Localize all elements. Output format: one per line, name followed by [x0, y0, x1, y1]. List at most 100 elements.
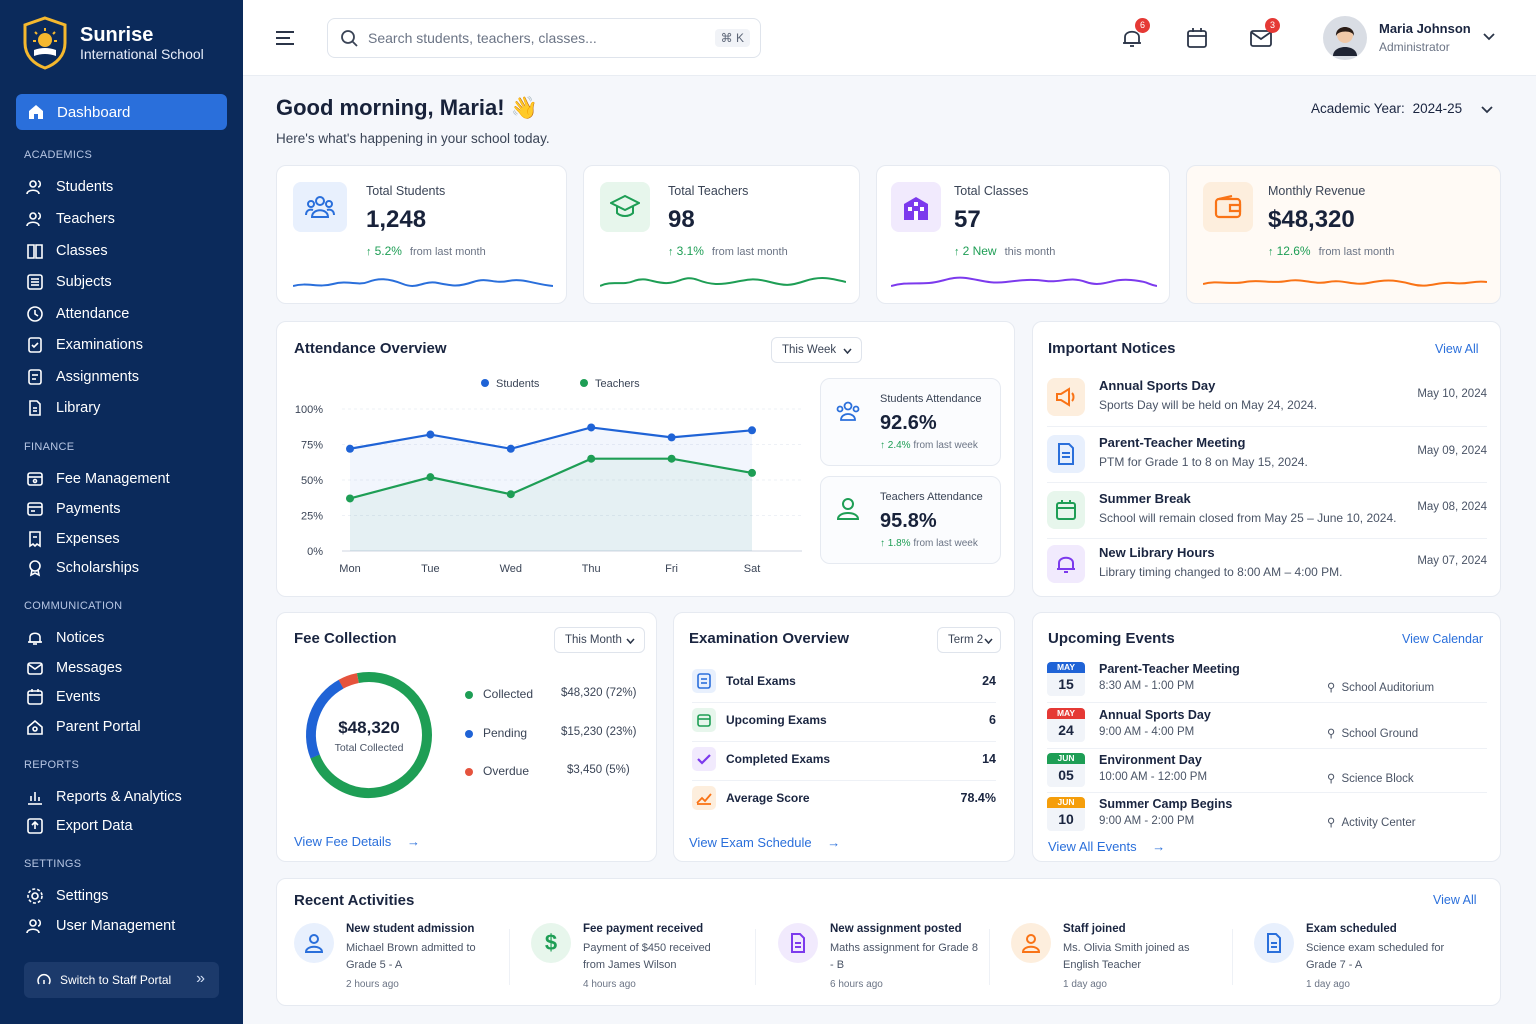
brand: Sunrise International School [22, 16, 204, 70]
notice-item[interactable]: New Library Hours Library timing changed… [1047, 545, 1487, 589]
nav-notices[interactable]: Notices [26, 627, 104, 649]
fee-period-select[interactable]: This Month [554, 627, 645, 653]
nav-events[interactable]: Events [26, 686, 100, 708]
event-title: Summer Camp Begins [1099, 797, 1233, 811]
important-notices-card: Important Notices View All Annual Sports… [1032, 321, 1501, 597]
chevron-down-icon [1483, 33, 1495, 41]
nav-reports-analytics[interactable]: Reports & Analytics [26, 786, 182, 808]
event-item[interactable]: JUN 05 Environment Day 10:00 AM - 12:00 P… [1047, 753, 1487, 789]
notice-item[interactable]: Annual Sports Day Sports Day will be hel… [1047, 378, 1487, 422]
stat-card-classes[interactable]: Total Classes 57 ↑ 2 New this month [876, 165, 1170, 304]
nav-scholarships[interactable]: Scholarships [26, 557, 139, 579]
switch-portal-button[interactable]: Switch to Staff Portal » [24, 962, 219, 998]
attendance-period-select[interactable]: This Week [771, 337, 862, 363]
x-tick-label: Sat [744, 563, 761, 575]
notice-title: New Library Hours [1099, 545, 1215, 560]
nav-assignments[interactable]: Assignments [26, 366, 139, 388]
activities-view-all-link[interactable]: View All [1433, 893, 1477, 907]
activity-time: 1 day ago [1063, 979, 1107, 990]
mail-icon [1250, 30, 1272, 47]
data-point [506, 444, 515, 453]
exam-list-icon [692, 669, 716, 693]
exam-row[interactable]: Average Score 78.4% [692, 783, 996, 813]
event-item[interactable]: MAY 15 Parent-Teacher Meeting 8:30 AM - 1… [1047, 662, 1487, 698]
stat-card-students[interactable]: Total Students 1,248 ↑ 5.2% from last mon… [276, 165, 567, 304]
view-exam-schedule-link[interactable]: View Exam Schedule → [689, 835, 840, 850]
event-item[interactable]: JUN 10 Summer Camp Begins 9:00 AM - 2:00 … [1047, 797, 1487, 833]
event-title: Parent-Teacher Meeting [1099, 662, 1240, 676]
nav-label: Attendance [56, 306, 130, 322]
notice-title: Annual Sports Day [1099, 378, 1216, 393]
event-date-badge: MAY 24 [1047, 708, 1085, 742]
users-icon [836, 401, 860, 421]
nav-messages[interactable]: Messages [26, 657, 122, 679]
event-time: 8:30 AM - 1:00 PM [1099, 680, 1195, 692]
nav-fee-management[interactable]: Fee Management [26, 468, 170, 490]
x-tick-label: Wed [500, 563, 522, 575]
fee-title: Fee Collection [294, 630, 397, 647]
location-pin-icon: ⚲ [1327, 773, 1336, 785]
exam-row[interactable]: Total Exams 24 [692, 666, 996, 696]
nav-library[interactable]: Library [26, 397, 100, 419]
nav-classes[interactable]: Classes [26, 240, 108, 262]
nav-examinations[interactable]: Examinations [26, 334, 143, 356]
legend-dot [465, 768, 473, 776]
fee-collection-card: Fee Collection This Month $48,320 Total … [276, 612, 657, 862]
data-point [426, 430, 435, 439]
event-item[interactable]: MAY 24 Annual Sports Day 9:00 AM - 4:00 P… [1047, 708, 1487, 744]
card-icon [27, 502, 43, 516]
user-icon [837, 498, 859, 520]
event-time: 9:00 AM - 4:00 PM [1099, 726, 1195, 738]
menu-icon[interactable] [276, 30, 296, 46]
exam-term-select[interactable]: Term 2 [937, 627, 1001, 653]
fee-row-value: $3,450 (5%) [567, 764, 630, 776]
search-input[interactable]: Search students, teachers, classes... [368, 30, 597, 46]
nav-dashboard[interactable]: Dashboard [16, 94, 227, 130]
nav-payments[interactable]: Payments [26, 498, 120, 520]
notice-desc: Sports Day will be held on May 24, 2024. [1099, 398, 1318, 412]
stat-title: Monthly Revenue [1268, 184, 1366, 198]
notice-item[interactable]: Summer Break School will remain closed f… [1047, 491, 1487, 535]
nav-expenses[interactable]: Expenses [26, 528, 120, 550]
event-title: Environment Day [1099, 753, 1202, 767]
view-all-events-link[interactable]: View All Events → [1048, 839, 1165, 854]
search-box[interactable]: Search students, teachers, classes... ⌘ … [327, 18, 761, 58]
stat-change-suffix: from last month [1318, 246, 1395, 258]
nav-label: Expenses [56, 531, 120, 547]
view-fee-details-link[interactable]: View Fee Details → [294, 834, 420, 849]
nav-subjects[interactable]: Subjects [26, 271, 112, 293]
notifications-button[interactable]: 6 [1120, 18, 1150, 50]
nav-students[interactable]: Students [26, 176, 113, 198]
nav-parent-portal[interactable]: Parent Portal [26, 716, 141, 738]
activity-title: New assignment posted [830, 923, 962, 935]
exam-row[interactable]: Completed Exams 14 [692, 744, 996, 774]
stat-card-revenue[interactable]: Monthly Revenue $48,320 ↑ 12.6% from last… [1186, 165, 1501, 304]
nav-user-management[interactable]: User Management [26, 915, 175, 937]
notices-view-all-link[interactable]: View All [1435, 342, 1479, 356]
data-point [748, 426, 756, 435]
academic-year-select[interactable]: Academic Year: 2024-25 [1311, 101, 1497, 121]
event-location: ⚲ School Auditorium [1327, 680, 1434, 694]
view-calendar-link[interactable]: View Calendar [1402, 632, 1484, 646]
calendar-icon [1047, 491, 1085, 529]
nav-settings[interactable]: Settings [26, 885, 108, 907]
summary-change: ↑ 2.4% from last week [880, 440, 978, 451]
activity-title: New student admission [346, 923, 475, 935]
calendar-button[interactable] [1185, 26, 1209, 55]
exam-row[interactable]: Upcoming Exams 6 [692, 705, 996, 735]
nav-export-data[interactable]: Export Data [26, 815, 133, 837]
messages-button[interactable]: 3 [1249, 18, 1280, 50]
summary-change-value: 1.8% [887, 538, 911, 549]
y-tick-label: 50% [301, 475, 323, 487]
nav-attendance[interactable]: Attendance [26, 303, 129, 325]
notification-badge: 6 [1135, 18, 1150, 33]
stat-card-teachers[interactable]: Total Teachers 98 ↑ 3.1% from last month [583, 165, 860, 304]
award-icon [29, 560, 41, 577]
nav-label: Classes [56, 243, 108, 259]
divider [1047, 426, 1487, 427]
notice-item[interactable]: Parent-Teacher Meeting PTM for Grade 1 t… [1047, 435, 1487, 479]
event-time: 9:00 AM - 2:00 PM [1099, 815, 1195, 827]
user-menu[interactable]: Maria Johnson Administrator [1323, 16, 1503, 60]
nav-teachers[interactable]: Teachers [26, 208, 115, 230]
data-point [667, 433, 676, 442]
